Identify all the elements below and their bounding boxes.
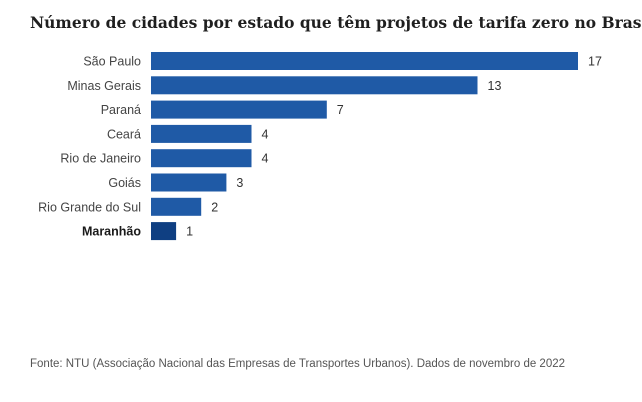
value-label-4: 4: [262, 152, 269, 166]
bar-3: [151, 124, 252, 143]
value-label-6: 2: [211, 200, 218, 214]
bar-1: [151, 76, 478, 95]
category-label-5: Goiás: [108, 176, 141, 190]
category-label-6: Rio Grande do Sul: [38, 200, 141, 214]
category-label-7: Maranhão: [82, 225, 141, 239]
value-label-0: 17: [588, 55, 602, 69]
value-label-1: 13: [488, 79, 502, 93]
category-label-4: Rio de Janeiro: [60, 152, 141, 166]
value-label-2: 7: [337, 103, 344, 117]
bar-6: [151, 197, 202, 216]
source-note: Fonte: NTU (Associação Nacional das Empr…: [30, 358, 566, 370]
category-label-0: São Paulo: [83, 55, 141, 69]
bar-0: [151, 52, 578, 70]
bar-4: [151, 149, 252, 168]
category-label-2: Paraná: [101, 103, 141, 117]
value-label-3: 4: [262, 127, 269, 141]
bar-2: [151, 100, 327, 119]
value-label-5: 3: [236, 176, 243, 190]
bar-5: [151, 173, 227, 192]
chart-title: Número de cidades por estado que têm pro…: [30, 13, 642, 32]
value-label-7: 1: [186, 225, 193, 239]
category-label-3: Ceará: [107, 127, 141, 141]
category-label-1: Minas Gerais: [67, 79, 141, 93]
bar-7: [151, 222, 177, 241]
